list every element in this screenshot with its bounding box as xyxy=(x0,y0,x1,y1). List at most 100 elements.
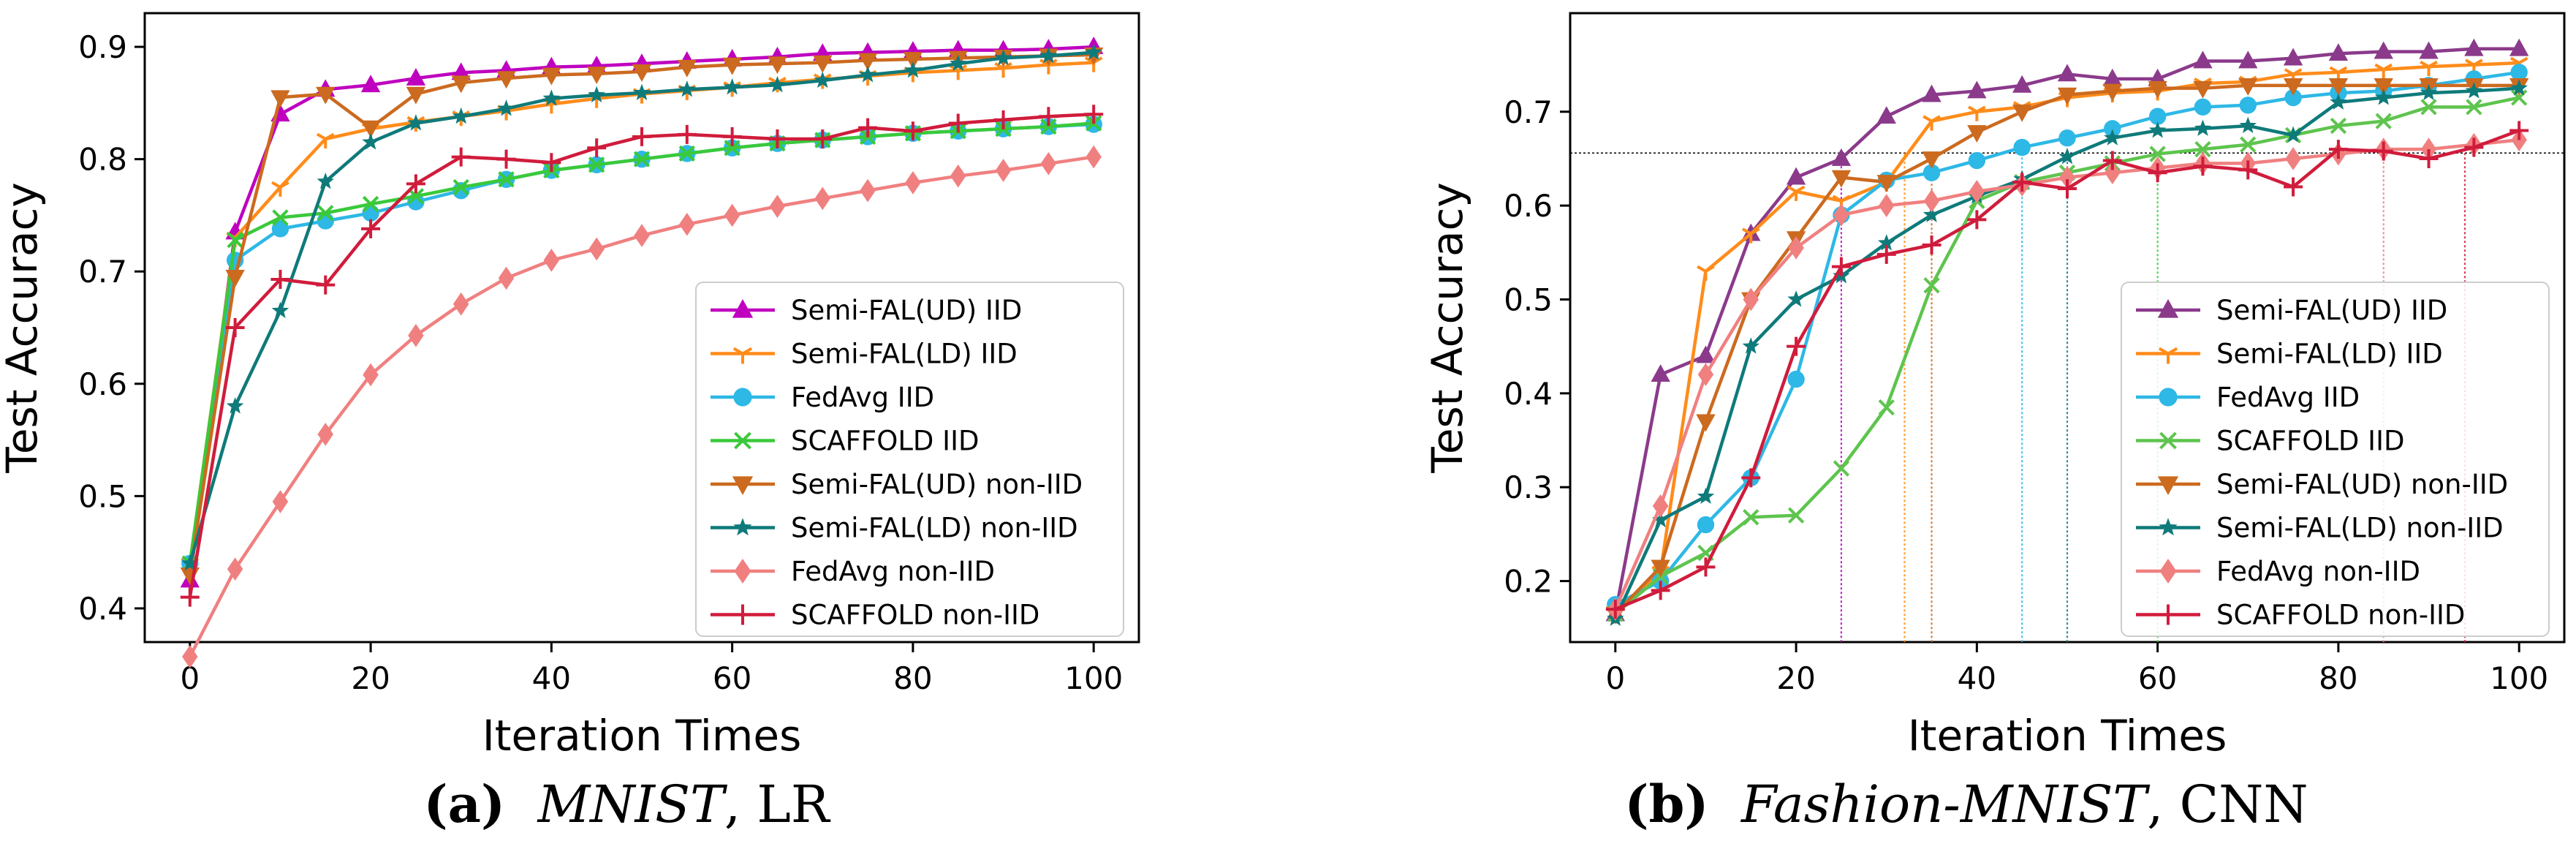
y-tick-label-3: 0.7 xyxy=(78,254,127,290)
point-0-5 xyxy=(406,68,426,86)
point-7-2 xyxy=(270,269,290,289)
point-6-7 xyxy=(498,266,515,290)
point-6-15 xyxy=(860,178,876,203)
point-6-5 xyxy=(1833,203,1849,227)
point-7-12 xyxy=(722,127,742,146)
legend-label-7: SCAFFOLD non-IID xyxy=(791,600,1039,631)
point-4-6 xyxy=(451,75,471,94)
point-7-7 xyxy=(1922,235,1942,255)
caption-b-label: (b) xyxy=(1624,774,1709,834)
point-4-15 xyxy=(857,53,878,71)
point-6-7 xyxy=(1923,189,1940,213)
point-7-11 xyxy=(677,124,697,144)
point-7-6 xyxy=(451,147,471,167)
caption-b-model: , CNN xyxy=(2147,774,2308,834)
legend-marker-1 xyxy=(732,347,753,364)
y-tick-label-0: 0.4 xyxy=(78,591,127,627)
point-7-19 xyxy=(2464,137,2484,157)
legend: Semi-FAL(UD) IID Semi-FAL(LD) IID FedAvg I… xyxy=(695,282,1124,637)
point-5-11 xyxy=(2104,129,2121,146)
point-7-4 xyxy=(361,219,381,238)
point-5-15 xyxy=(2284,126,2302,143)
point-6-11 xyxy=(2105,161,2121,185)
caption-a: (a) MNIST, LR xyxy=(423,774,829,834)
point-3-6 xyxy=(1878,399,1895,416)
legend-box xyxy=(2121,282,2550,637)
point-2-20 xyxy=(2510,64,2528,81)
point-0-17 xyxy=(2374,41,2393,59)
point-4-11 xyxy=(2102,83,2123,102)
legend-label-2: FedAvg IID xyxy=(791,382,934,413)
legend-marker-5 xyxy=(733,518,752,536)
x-tick-label-0: 0 xyxy=(1605,660,1625,696)
point-5-2 xyxy=(1697,487,1715,505)
point-4-4 xyxy=(360,120,381,138)
point-3-12 xyxy=(724,140,740,156)
point-1-18 xyxy=(2420,60,2438,77)
point-7-0 xyxy=(1605,600,1625,619)
point-5-20 xyxy=(2510,79,2528,96)
point-5-16 xyxy=(904,61,922,78)
point-6-4 xyxy=(363,363,379,387)
x-tick-label-3: 60 xyxy=(2138,660,2177,696)
point-5-18 xyxy=(994,49,1012,66)
legend: Semi-FAL(UD) IID Semi-FAL(LD) IID FedAvg I… xyxy=(2121,282,2550,637)
legend-box xyxy=(695,282,1124,637)
legend-label-4: Semi-FAL(UD) non-IID xyxy=(2216,469,2508,500)
y-tick-label-3: 0.5 xyxy=(1504,282,1553,317)
point-2-13 xyxy=(2194,98,2212,116)
legend-marker-6 xyxy=(734,559,751,584)
point-6-1 xyxy=(1652,494,1669,518)
point-6-16 xyxy=(905,171,921,195)
point-2-7 xyxy=(1922,164,1941,181)
point-3-7 xyxy=(498,171,515,188)
point-5-19 xyxy=(2465,82,2483,99)
point-6-1 xyxy=(227,557,243,581)
point-0-10 xyxy=(2057,64,2077,82)
point-2-10 xyxy=(2058,129,2076,147)
legend-label-0: Semi-FAL(UD) IID xyxy=(791,295,1022,326)
point-6-6 xyxy=(1878,194,1895,217)
y-tick-label-5: 0.7 xyxy=(1504,94,1553,130)
point-7-5 xyxy=(406,174,425,194)
y-tick-label-4: 0.8 xyxy=(78,142,127,178)
point-6-6 xyxy=(452,292,469,316)
point-6-12 xyxy=(724,203,740,227)
x-tick-label-4: 80 xyxy=(893,660,932,696)
point-5-8 xyxy=(542,89,561,106)
point-6-2 xyxy=(1697,363,1714,387)
point-7-5 xyxy=(1831,257,1851,276)
point-6-8 xyxy=(1969,180,1985,203)
point-3-5 xyxy=(407,188,425,205)
legend-marker-4 xyxy=(732,476,754,496)
point-2-12 xyxy=(2148,108,2167,125)
point-3-17 xyxy=(2375,113,2392,129)
point-6-2 xyxy=(272,490,289,513)
point-5-5 xyxy=(407,114,425,131)
point-4-8 xyxy=(1967,125,1987,143)
series-7 xyxy=(180,105,1104,607)
legend-label-3: SCAFFOLD IID xyxy=(791,426,980,457)
legend-label-7: SCAFFOLD non-IID xyxy=(2216,600,2465,631)
point-0-4 xyxy=(360,75,381,93)
point-4-11 xyxy=(677,59,697,78)
point-0-2 xyxy=(1696,345,1716,363)
point-7-18 xyxy=(2419,148,2439,168)
point-6-14 xyxy=(814,186,831,211)
point-7-12 xyxy=(2148,163,2167,183)
point-1-7 xyxy=(1922,115,1941,131)
point-6-0 xyxy=(182,645,198,668)
point-7-4 xyxy=(1787,336,1806,356)
legend-marker-7 xyxy=(732,604,753,625)
point-6-18 xyxy=(995,159,1012,182)
point-3-14 xyxy=(2240,136,2257,153)
point-5-13 xyxy=(768,75,787,93)
point-7-0 xyxy=(180,587,200,607)
point-7-9 xyxy=(587,138,607,158)
point-1-17 xyxy=(2374,63,2393,80)
point-5-7 xyxy=(497,99,515,116)
point-7-15 xyxy=(858,118,878,137)
point-7-18 xyxy=(993,110,1013,129)
chart-a: 0 20 40 60 80 1000.40.50.60.70.80.9Iteration … xyxy=(0,12,1140,761)
